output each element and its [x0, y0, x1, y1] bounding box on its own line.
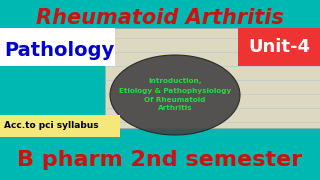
Text: Introduction,
Etiology & Pathophysiology
Of Rheumatoid
Arthritis: Introduction, Etiology & Pathophysiology… [119, 78, 231, 111]
Text: Unit-4: Unit-4 [248, 38, 310, 56]
Text: Acc.to pci syllabus: Acc.to pci syllabus [4, 122, 99, 130]
Text: B pharm 2nd semester: B pharm 2nd semester [17, 150, 303, 170]
FancyBboxPatch shape [0, 115, 120, 137]
FancyBboxPatch shape [0, 137, 320, 180]
FancyBboxPatch shape [238, 28, 320, 66]
Text: Rheumatoid Arthritis: Rheumatoid Arthritis [36, 8, 284, 28]
FancyBboxPatch shape [0, 0, 320, 30]
Ellipse shape [110, 55, 240, 135]
Text: Pathology: Pathology [4, 40, 114, 60]
FancyBboxPatch shape [105, 28, 320, 128]
FancyBboxPatch shape [0, 28, 115, 66]
